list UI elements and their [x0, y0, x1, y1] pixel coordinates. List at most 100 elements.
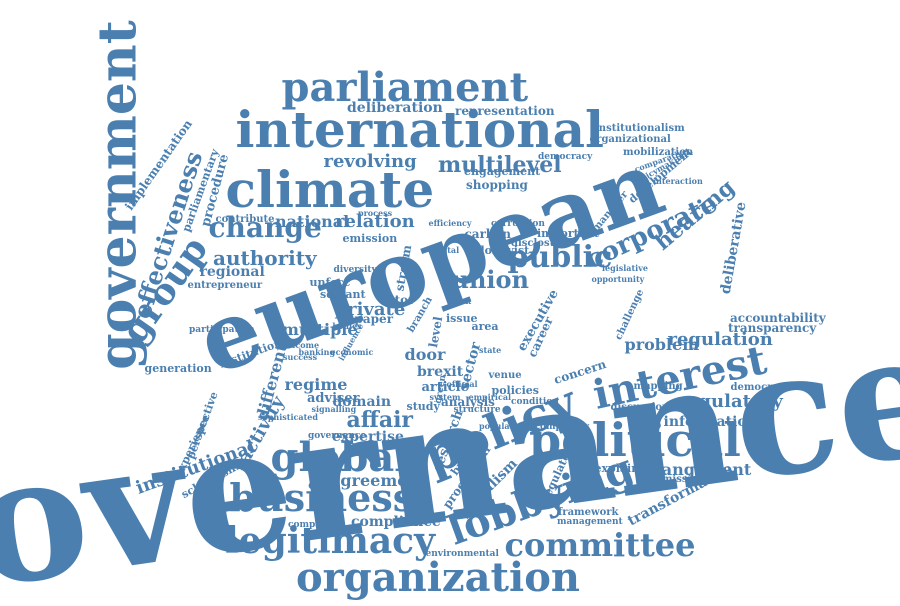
word-adviser: adviser [307, 390, 360, 406]
word-paper: paper [354, 312, 394, 326]
word-carbon: carbon [464, 227, 512, 241]
word-regime: regime [284, 375, 348, 394]
word-study: study [406, 399, 440, 413]
word-representation: representation [455, 104, 555, 118]
word-state: state [479, 345, 502, 355]
word-bodies: bodies [332, 321, 362, 331]
word-unfccc: unfccc [309, 275, 351, 289]
word-efficiency: efficiency [428, 218, 472, 228]
word-compliance: compliance [351, 514, 441, 530]
word-generation: generation [144, 361, 212, 375]
word-brexit: brexit [417, 364, 464, 380]
word-official: official [446, 379, 478, 389]
word-union: union [451, 265, 529, 294]
word-signalling: signalling [311, 404, 357, 414]
word-regulatory: regulatory [677, 391, 783, 412]
word-organizational: organizational [589, 134, 671, 145]
word-transparency: transparency [728, 321, 817, 335]
word-commission: commission [638, 474, 706, 485]
word-entrepreneur: entrepreneur [187, 280, 263, 291]
word-problem: problem [624, 335, 700, 354]
word-national: national [275, 212, 350, 231]
word-area: area [471, 319, 499, 333]
word-corruption: corruption [491, 218, 545, 229]
word-sophisticated: sophisticated [258, 412, 318, 422]
word-legislative: legislative [602, 263, 648, 273]
word-engagement: engagement [464, 164, 541, 178]
word-issue: issue [446, 311, 478, 325]
word-political: political [529, 413, 741, 467]
word-complexity: complexity [534, 421, 590, 432]
word-opportunity: opportunity [591, 274, 645, 284]
word-environmental: environmental [425, 548, 499, 559]
word-relation: relation [335, 211, 415, 232]
word-accountability: accountability [730, 311, 826, 325]
word-regional: regional [199, 264, 265, 280]
word-democratic: democratic [730, 382, 794, 393]
word-mobilization: mobilization [623, 147, 694, 158]
word-revolving: revolving [323, 151, 417, 172]
word-diversity: diversity [333, 264, 377, 275]
word-parliament: parliament [281, 64, 529, 111]
word-door: door [404, 345, 446, 364]
word-contribute: contribute [215, 214, 275, 225]
word-legitimacy: legitimacy [225, 520, 435, 562]
word-regulation: regulation [667, 329, 773, 350]
word-information: information [663, 414, 757, 430]
word-capital: capital [428, 245, 460, 255]
word-banking: banking [298, 347, 336, 357]
word-discussion: discussion [610, 402, 670, 413]
word-interaction: interaction [653, 176, 703, 186]
word-organization: organization [296, 554, 580, 601]
word-agreement: agreement [330, 471, 427, 490]
word-expertise: expertise [332, 429, 404, 445]
word-important: important [537, 226, 599, 240]
word-private: private [334, 299, 406, 320]
word-economic: economic [330, 347, 374, 357]
word-success: success [283, 352, 318, 362]
word-business: business [229, 475, 415, 520]
word-governance-small: governance [308, 430, 367, 441]
word-structure: structure [453, 404, 501, 415]
word-process: process [358, 208, 393, 218]
word-deliberative: deliberative [717, 200, 750, 296]
word-venue: venue [488, 370, 522, 381]
word-deliberation: deliberation [347, 100, 443, 116]
word-actor: actor [379, 293, 415, 307]
word-population: population [479, 421, 528, 431]
word-condition: condition [511, 396, 559, 407]
word-institutionalism: institutionalism [595, 123, 685, 134]
word-authority: authority [213, 246, 317, 270]
word-public: public [507, 240, 613, 275]
word-lobbyist: lobbyist [480, 243, 530, 257]
word-multiple: multiple [282, 320, 358, 339]
word-climate: climate [225, 160, 435, 219]
word-participation: participation [189, 324, 255, 335]
word-change: change [208, 211, 322, 244]
word-analysis: analysis [441, 395, 495, 409]
word-outcome: outcome [280, 340, 320, 350]
word-system: system [429, 392, 461, 402]
word-international: international [235, 100, 605, 159]
word-policies: policies [491, 383, 539, 397]
word-disclosure: disclosure [511, 238, 569, 249]
word-shopping: shopping [466, 178, 528, 192]
word-management: management [557, 516, 623, 527]
word-domain: domain [332, 394, 392, 410]
word-committee: committee [504, 526, 696, 564]
word-explaining: explaining [594, 461, 660, 475]
word-companies: companies [288, 519, 342, 530]
word-framework: framework [558, 507, 619, 518]
word-empirical: empirical [468, 392, 512, 402]
word-global: global [270, 434, 410, 481]
word-level: level [425, 315, 445, 349]
word-mapping: mapping [633, 381, 683, 392]
word-article: article [421, 379, 469, 395]
word-servant: servant [320, 287, 366, 301]
word-multilevel: multilevel [438, 152, 562, 178]
word-affair: affair [346, 407, 414, 433]
word-emission: emission [342, 231, 398, 245]
word-arrangement: arrangement [634, 460, 752, 479]
word-work: work [449, 296, 471, 306]
